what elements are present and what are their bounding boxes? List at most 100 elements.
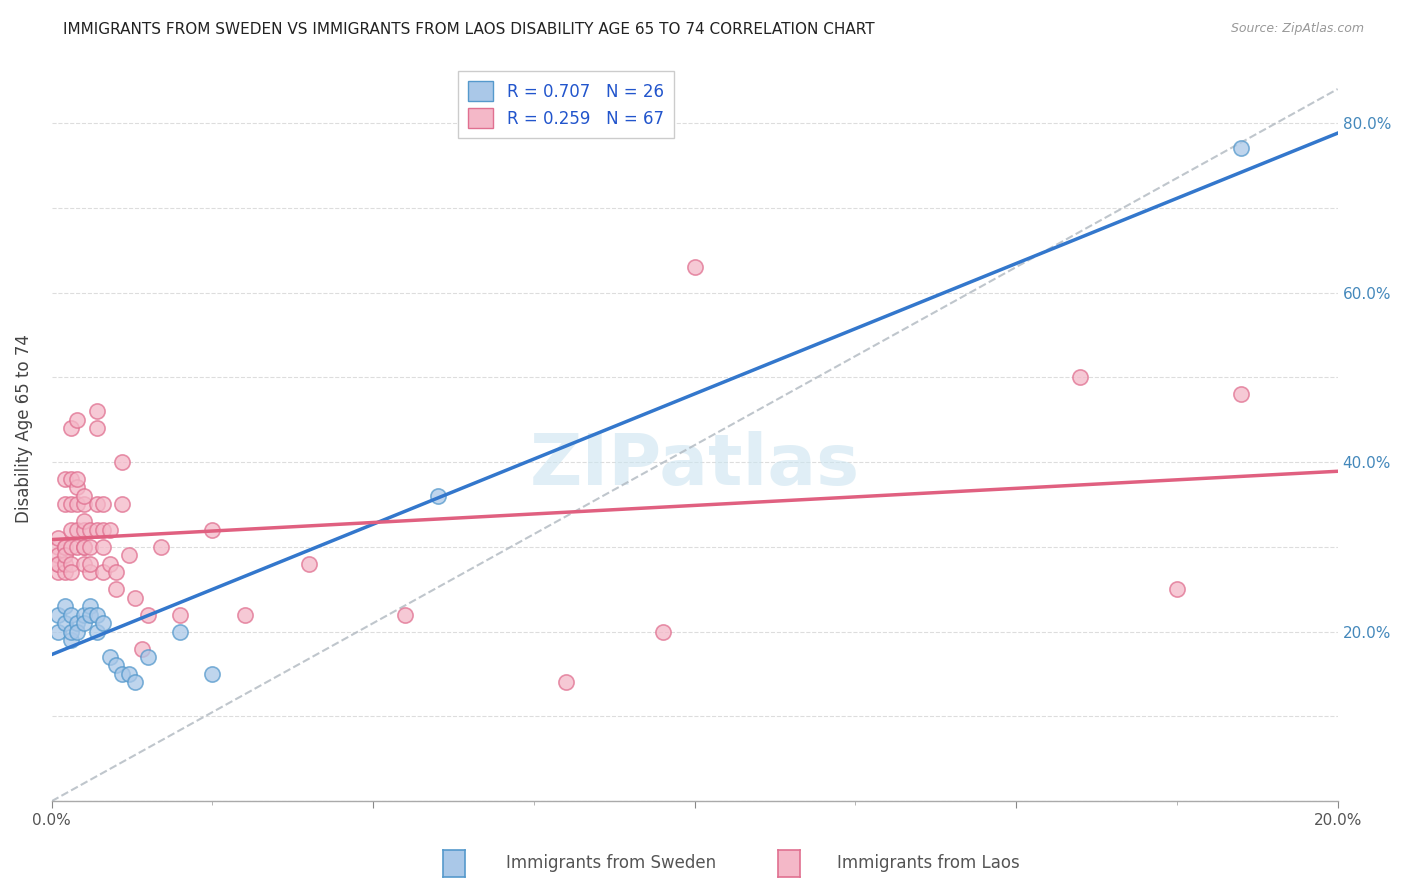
Point	[60, 633, 83, 648]
Point	[169, 607, 191, 622]
Point	[53, 616, 76, 631]
Point	[60, 557, 83, 571]
Point	[111, 498, 134, 512]
Point	[86, 624, 108, 639]
Point	[651, 624, 673, 639]
Point	[91, 498, 114, 512]
Point	[60, 498, 83, 512]
Point	[73, 540, 96, 554]
Point	[86, 421, 108, 435]
Point	[426, 489, 449, 503]
Point	[60, 624, 83, 639]
Point	[66, 412, 89, 426]
Point	[46, 532, 69, 546]
Point	[118, 667, 141, 681]
Point	[86, 498, 108, 512]
Point	[86, 404, 108, 418]
Point	[66, 616, 89, 631]
Point	[233, 607, 256, 622]
Point	[98, 557, 121, 571]
Text: ZIPatlas: ZIPatlas	[530, 431, 859, 500]
Point	[1230, 387, 1253, 401]
Y-axis label: Disability Age 65 to 74: Disability Age 65 to 74	[15, 334, 32, 523]
Point	[46, 624, 69, 639]
Point	[201, 667, 224, 681]
Point	[150, 540, 173, 554]
Point	[46, 557, 69, 571]
Point	[53, 599, 76, 614]
Point	[136, 650, 159, 665]
Point	[60, 566, 83, 580]
Point	[73, 515, 96, 529]
Point	[124, 675, 146, 690]
Point	[46, 557, 69, 571]
Point	[79, 599, 101, 614]
Point	[79, 566, 101, 580]
Point	[124, 591, 146, 605]
Point	[46, 607, 69, 622]
Point	[73, 523, 96, 537]
Point	[60, 472, 83, 486]
Point	[73, 540, 96, 554]
Point	[1230, 141, 1253, 155]
Point	[1069, 370, 1091, 384]
Point	[66, 480, 89, 494]
Point	[46, 549, 69, 563]
Point	[53, 540, 76, 554]
Point	[73, 616, 96, 631]
Point	[118, 549, 141, 563]
Point	[105, 582, 128, 597]
Text: Source: ZipAtlas.com: Source: ZipAtlas.com	[1230, 22, 1364, 36]
Point	[136, 607, 159, 622]
Point	[66, 523, 89, 537]
Point	[111, 667, 134, 681]
Point	[169, 624, 191, 639]
Point	[79, 557, 101, 571]
Point	[66, 498, 89, 512]
Point	[86, 607, 108, 622]
Point	[79, 523, 101, 537]
Point	[53, 566, 76, 580]
Point	[555, 675, 578, 690]
Point	[46, 540, 69, 554]
Point	[73, 607, 96, 622]
Point	[683, 260, 706, 274]
Point	[394, 607, 416, 622]
Point	[1166, 582, 1188, 597]
Point	[60, 421, 83, 435]
Point	[73, 489, 96, 503]
Point	[131, 641, 153, 656]
Point	[60, 540, 83, 554]
Point	[46, 566, 69, 580]
Point	[66, 624, 89, 639]
Point	[105, 658, 128, 673]
Text: Immigrants from Laos: Immigrants from Laos	[837, 855, 1019, 872]
Point	[86, 523, 108, 537]
Point	[91, 523, 114, 537]
Point	[60, 523, 83, 537]
Point	[98, 650, 121, 665]
Point	[105, 566, 128, 580]
Point	[53, 540, 76, 554]
Point	[66, 472, 89, 486]
Text: IMMIGRANTS FROM SWEDEN VS IMMIGRANTS FROM LAOS DISABILITY AGE 65 TO 74 CORRELATI: IMMIGRANTS FROM SWEDEN VS IMMIGRANTS FRO…	[63, 22, 875, 37]
Point	[60, 607, 83, 622]
Point	[53, 472, 76, 486]
Point	[73, 498, 96, 512]
Point	[53, 549, 76, 563]
Point	[98, 523, 121, 537]
Point	[79, 540, 101, 554]
Point	[53, 557, 76, 571]
Point	[91, 616, 114, 631]
Point	[298, 557, 321, 571]
Point	[53, 498, 76, 512]
Point	[111, 455, 134, 469]
Text: Immigrants from Sweden: Immigrants from Sweden	[506, 855, 716, 872]
Point	[66, 540, 89, 554]
Legend: R = 0.707   N = 26, R = 0.259   N = 67: R = 0.707 N = 26, R = 0.259 N = 67	[458, 71, 673, 138]
Point	[73, 557, 96, 571]
Point	[79, 607, 101, 622]
Point	[91, 540, 114, 554]
Point	[201, 523, 224, 537]
Point	[91, 566, 114, 580]
